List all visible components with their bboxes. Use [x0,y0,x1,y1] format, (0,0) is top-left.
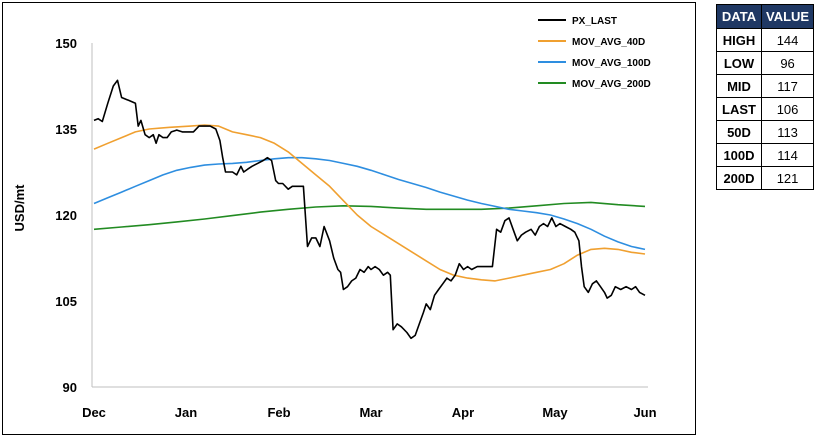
row-label: LAST [716,97,762,121]
row-value: 144 [760,28,815,52]
table-row: 200D 121 [716,166,815,190]
chart-frame: 90 105 120 135 150 Dec Jan Feb Mar Apr May Jun USD… [2,2,696,435]
row-value: 117 [760,74,815,98]
y-tick-label: 135 [55,122,77,137]
row-value: 96 [760,51,815,75]
table-header-value: VALUE [760,4,815,29]
row-label: LOW [716,51,762,75]
series-line-mov-avg-40d [93,124,646,282]
chart-legend: PX_LAST MOV_AVG_40D MOV_AVG_100D MOV_AVG_20… [538,16,651,90]
table-row: LOW 96 [716,51,815,75]
row-value: 106 [760,97,815,121]
table-row: HIGH 144 [716,28,815,52]
x-tick-label: Mar [359,405,382,420]
price-chart: 90 105 120 135 150 Dec Jan Feb Mar Apr May Jun USD… [12,16,657,420]
y-tick-label: 105 [55,294,77,309]
row-label: 200D [716,166,762,190]
x-tick-label: May [542,405,568,420]
stats-table: DATA VALUE HIGH 144 LOW 96 MID 117 LAST … [716,4,815,190]
series-line-mov-avg-100d [93,156,646,251]
x-tick-label: Jun [633,405,656,420]
legend-label: MOV_AVG_100D [572,58,651,69]
row-label: HIGH [716,28,762,52]
table-row: 100D 114 [716,143,815,167]
table-row: LAST 106 [716,97,815,121]
row-label: 100D [716,143,762,167]
series-line-mov-avg-200d [93,201,646,231]
legend-label: PX_LAST [572,16,617,27]
x-tick-label: Feb [267,405,290,420]
y-axis-title: USD/mt [12,184,27,232]
x-tick-label: Jan [175,405,197,420]
table-header-data: DATA [716,4,762,29]
table-row: MID 117 [716,74,815,98]
y-tick-label: 120 [55,208,77,223]
y-tick-label: 150 [55,36,77,51]
y-tick-label: 90 [63,380,77,395]
row-label: MID [716,74,762,98]
x-tick-label: Dec [82,405,106,420]
x-tick-label: Apr [452,405,474,420]
legend-label: MOV_AVG_40D [572,37,645,48]
series-line-px-last [93,79,646,340]
row-value: 113 [760,120,815,144]
row-value: 121 [760,166,815,190]
row-value: 114 [760,143,815,167]
legend-label: MOV_AVG_200D [572,79,651,90]
row-label: 50D [716,120,762,144]
table-row: 50D 113 [716,120,815,144]
